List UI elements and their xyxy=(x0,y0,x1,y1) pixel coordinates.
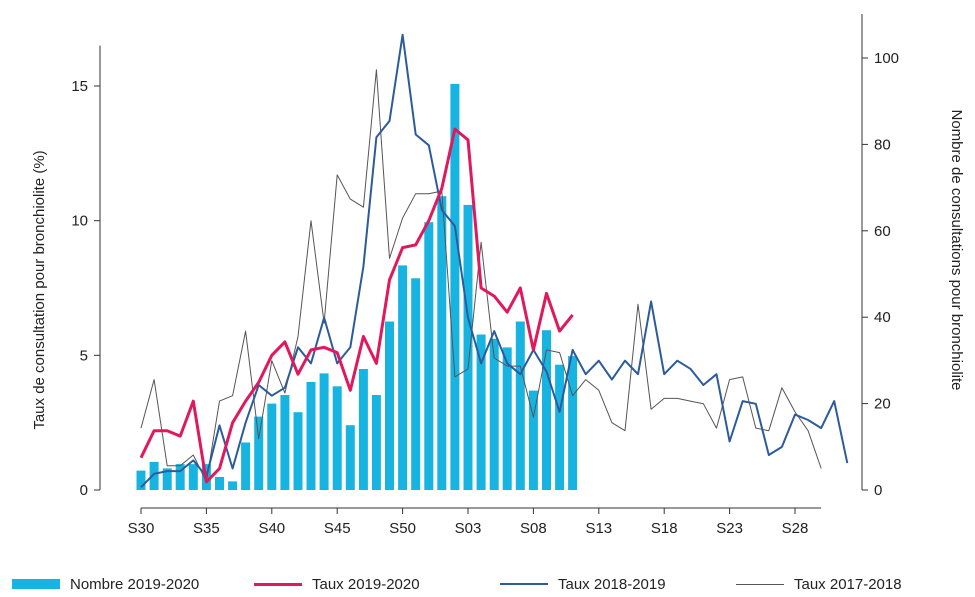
legend-swatch-bars xyxy=(12,579,60,589)
y-tick-label-left: 10 xyxy=(71,213,88,230)
bar xyxy=(358,369,368,490)
legend-swatch-taux-2018-2019 xyxy=(500,583,548,585)
legend-swatch-taux-2017-2018 xyxy=(736,583,784,585)
legend-label-taux-2019-2020: Taux 2019-2020 xyxy=(312,575,420,593)
bar xyxy=(136,470,146,490)
bar xyxy=(450,83,460,491)
bar xyxy=(332,386,342,490)
bar xyxy=(162,468,172,490)
y-tick-label-right: 20 xyxy=(874,396,891,413)
legend-label-bars: Nombre 2019-2020 xyxy=(70,575,200,593)
bar xyxy=(555,364,565,490)
y-tick-label-right: 60 xyxy=(874,223,891,240)
bar xyxy=(371,395,381,490)
x-tick-label: S18 xyxy=(651,520,678,537)
bar xyxy=(424,222,434,490)
line-taux-2019-2020 xyxy=(139,127,574,484)
bars-layer xyxy=(136,83,578,491)
bar xyxy=(345,425,355,490)
bar xyxy=(385,321,394,490)
x-tick-label: S40 xyxy=(258,520,285,537)
bar xyxy=(306,382,316,490)
bar xyxy=(241,442,251,490)
y-tick-label-right: 0 xyxy=(874,482,882,499)
y-axis-left-title: Taux de consultation pour bronchiolite (… xyxy=(31,150,48,429)
bar xyxy=(502,347,512,490)
legend-item-taux-2019-2020: Taux 2019-2020 xyxy=(254,572,420,596)
bar xyxy=(188,464,198,490)
bar xyxy=(254,416,264,490)
legend-label-taux-2017-2018: Taux 2017-2018 xyxy=(794,575,902,593)
y-tick-label-left: 5 xyxy=(80,347,88,364)
bar xyxy=(175,464,185,490)
bar xyxy=(293,412,303,490)
y-tick-label-right: 40 xyxy=(874,309,891,326)
bar xyxy=(319,373,329,490)
bar xyxy=(267,403,277,490)
legend: Nombre 2019-2020 Taux 2019-2020 Taux 201… xyxy=(0,572,975,596)
legend-item-taux-2018-2019: Taux 2018-2019 xyxy=(500,572,666,596)
bar xyxy=(149,461,159,490)
x-tick-label: S03 xyxy=(455,520,482,537)
bar xyxy=(437,196,447,490)
x-tick-label: S13 xyxy=(585,520,612,537)
legend-swatch-taux-2019-2020 xyxy=(254,582,302,586)
bar xyxy=(280,395,290,490)
y-tick-label-right: 100 xyxy=(874,50,899,67)
bar xyxy=(528,390,538,490)
bar xyxy=(228,481,238,490)
legend-item-bars: Nombre 2019-2020 xyxy=(12,572,199,596)
bar xyxy=(476,334,486,490)
legend-item-taux-2017-2018: Taux 2017-2018 xyxy=(736,572,902,596)
bar xyxy=(568,356,578,490)
x-tick-label: S35 xyxy=(193,520,220,537)
bar xyxy=(463,204,473,490)
bar xyxy=(215,477,224,490)
bar xyxy=(398,265,408,490)
x-tick-label: S08 xyxy=(520,520,547,537)
y-tick-label-right: 80 xyxy=(874,136,891,153)
x-tick-label: S30 xyxy=(128,520,155,537)
x-tick-label: S28 xyxy=(782,520,809,537)
x-tick-label: S23 xyxy=(716,520,743,537)
lines-layer xyxy=(139,33,849,488)
axes-layer: 0 5 10 15 0 20 40 60 80 100 S30 S35 S40 S45 S50 S03 S08 S… xyxy=(71,14,899,537)
x-tick-label: S45 xyxy=(324,520,351,537)
bar xyxy=(411,278,421,490)
y-tick-label-left: 15 xyxy=(71,78,88,95)
y-axis-right-title: Nombre de consultations pour bronchiolit… xyxy=(948,110,965,391)
line-taux-2017-2018 xyxy=(140,69,822,483)
y-tick-label-left: 0 xyxy=(80,482,88,499)
legend-label-taux-2018-2019: Taux 2018-2019 xyxy=(558,575,666,593)
bar xyxy=(542,330,551,490)
bar xyxy=(489,338,499,490)
bar xyxy=(515,321,525,490)
line-taux-2018-2019 xyxy=(140,33,849,488)
x-tick-label: S50 xyxy=(389,520,416,537)
